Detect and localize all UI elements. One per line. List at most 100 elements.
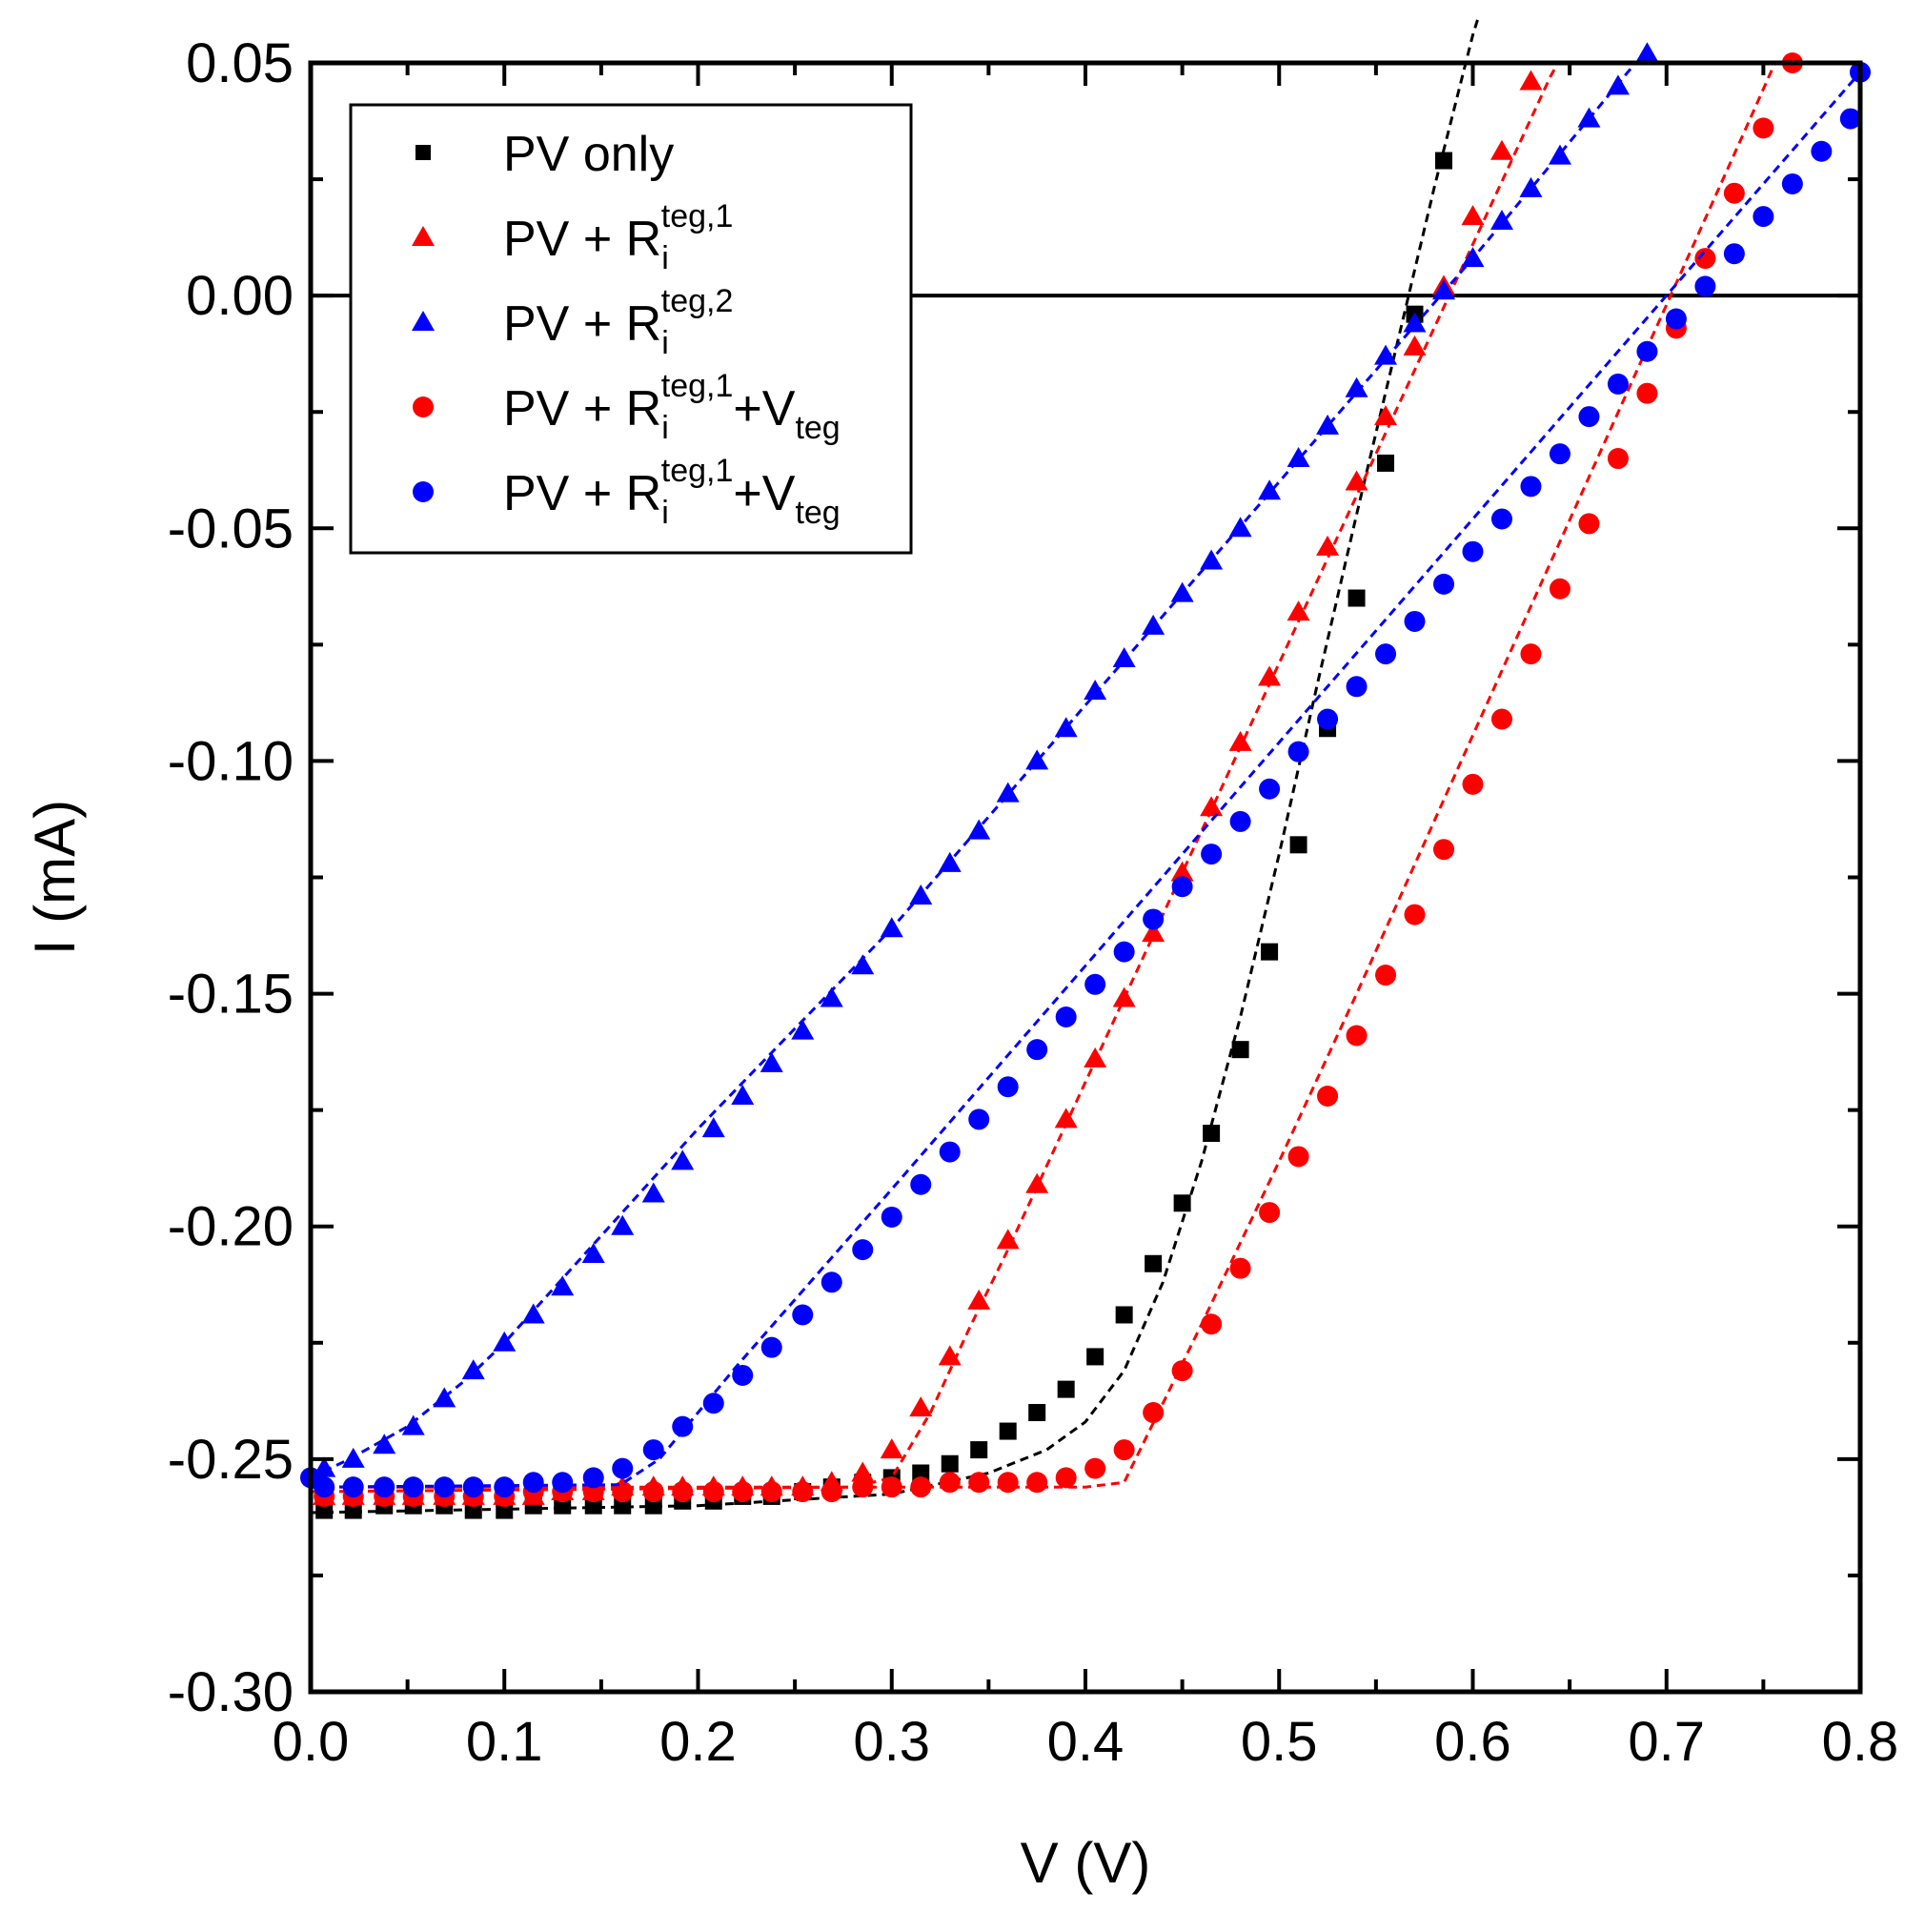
data-point bbox=[852, 1239, 874, 1261]
data-point bbox=[1375, 965, 1397, 986]
data-point bbox=[999, 1422, 1017, 1440]
legend-label: PV + Riteg,1+Vteg bbox=[503, 368, 841, 446]
data-point bbox=[1231, 1041, 1249, 1059]
data-point bbox=[1317, 708, 1339, 730]
data-point bbox=[1345, 470, 1368, 491]
data-point bbox=[1201, 844, 1223, 865]
data-point bbox=[881, 1476, 902, 1498]
data-point bbox=[1489, 139, 1513, 160]
data-point bbox=[1025, 1172, 1049, 1193]
data-point bbox=[584, 1496, 602, 1515]
legend-marker bbox=[413, 481, 434, 502]
data-point bbox=[1028, 1404, 1046, 1422]
data-point bbox=[1723, 243, 1745, 265]
data-point bbox=[701, 1117, 725, 1138]
data-point bbox=[1261, 943, 1279, 961]
data-point bbox=[314, 1476, 335, 1498]
data-point bbox=[1113, 1439, 1135, 1461]
data-point bbox=[1200, 549, 1224, 570]
data-point bbox=[1490, 708, 1512, 730]
data-point bbox=[1228, 730, 1252, 751]
data-point bbox=[1520, 643, 1542, 665]
data-point bbox=[1404, 610, 1426, 632]
data-point bbox=[760, 1336, 782, 1358]
data-point bbox=[939, 1472, 961, 1494]
data-point bbox=[910, 1173, 932, 1195]
data-point bbox=[821, 1481, 842, 1503]
data-point bbox=[968, 1472, 990, 1494]
x-tick-label: 0.0 bbox=[273, 1711, 350, 1773]
data-point bbox=[1461, 205, 1485, 226]
data-point bbox=[909, 885, 933, 905]
data-point bbox=[1259, 778, 1281, 800]
data-point bbox=[1606, 74, 1630, 95]
data-point bbox=[402, 1476, 424, 1498]
data-point bbox=[1723, 182, 1745, 204]
data-point bbox=[1519, 70, 1543, 91]
data-point bbox=[967, 1289, 991, 1310]
legend-label: PV + Riteg,1 bbox=[503, 198, 733, 276]
y-tick-label: -0.20 bbox=[168, 1196, 294, 1258]
data-point bbox=[970, 1441, 988, 1459]
data-point bbox=[315, 1501, 334, 1519]
data-point bbox=[641, 1182, 665, 1203]
data-point bbox=[1607, 373, 1629, 395]
x-tick-label: 0.2 bbox=[659, 1711, 737, 1773]
legend-marker bbox=[415, 145, 431, 160]
y-tick-label: 0.05 bbox=[186, 32, 294, 94]
data-point bbox=[1228, 517, 1252, 538]
data-point bbox=[1433, 839, 1455, 861]
data-point bbox=[1229, 810, 1251, 832]
data-point bbox=[852, 1476, 874, 1498]
data-point bbox=[551, 1275, 575, 1296]
data-point bbox=[1170, 861, 1194, 882]
data-point bbox=[851, 1461, 875, 1482]
x-tick-label: 0.5 bbox=[1241, 1711, 1318, 1773]
fit-line-2 bbox=[310, 62, 1637, 1479]
data-point bbox=[434, 1476, 456, 1498]
data-point bbox=[996, 1229, 1020, 1250]
data-point bbox=[1054, 717, 1078, 738]
data-point bbox=[1086, 1348, 1104, 1366]
data-point bbox=[1229, 1257, 1251, 1279]
data-point bbox=[1377, 454, 1395, 472]
y-axis-label: I (mA) bbox=[23, 800, 87, 955]
data-point bbox=[1200, 796, 1224, 817]
data-point bbox=[1348, 589, 1366, 607]
data-point bbox=[1548, 144, 1571, 165]
data-point bbox=[1171, 876, 1193, 898]
data-point bbox=[1084, 973, 1106, 995]
data-point bbox=[1258, 665, 1282, 686]
data-point bbox=[612, 1457, 634, 1479]
data-point bbox=[374, 1476, 395, 1498]
data-point bbox=[1143, 908, 1165, 930]
data-point bbox=[968, 1108, 990, 1130]
data-point bbox=[1375, 643, 1397, 665]
data-point bbox=[342, 1476, 364, 1498]
legend-marker bbox=[412, 226, 435, 246]
data-point bbox=[462, 1476, 484, 1498]
data-point bbox=[1173, 1194, 1191, 1212]
data-point bbox=[880, 917, 903, 938]
data-point bbox=[760, 1481, 782, 1503]
data-point bbox=[1694, 248, 1716, 270]
data-point bbox=[1519, 176, 1543, 197]
data-point bbox=[1112, 986, 1136, 1007]
data-point bbox=[1317, 1085, 1339, 1107]
data-point bbox=[1115, 1306, 1133, 1324]
data-point bbox=[910, 1476, 932, 1498]
y-tick-label: 0.00 bbox=[186, 265, 294, 327]
data-point bbox=[1142, 922, 1165, 943]
data-point bbox=[1289, 836, 1307, 854]
data-point bbox=[612, 1481, 634, 1503]
data-point bbox=[1462, 540, 1484, 562]
data-point bbox=[1403, 312, 1427, 333]
data-point bbox=[1171, 1360, 1193, 1382]
data-point bbox=[1435, 152, 1453, 170]
data-point bbox=[1578, 513, 1600, 535]
data-point bbox=[1520, 476, 1542, 498]
legend-marker bbox=[413, 397, 434, 417]
data-point bbox=[1025, 749, 1049, 770]
x-tick-label: 0.3 bbox=[853, 1711, 930, 1773]
